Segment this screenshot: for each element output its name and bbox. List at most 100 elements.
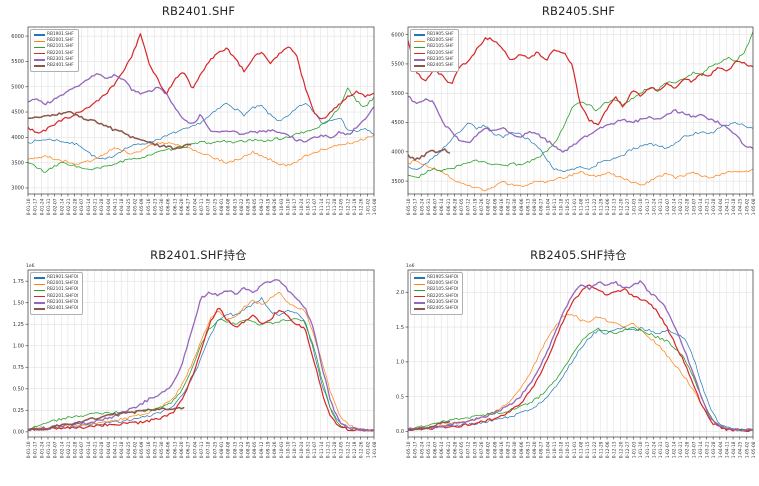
axis-multiplier-label: 1e6 [406, 263, 415, 269]
chart-title: RB2401.SHF [161, 4, 236, 18]
y-tick-label: 2.0 [396, 290, 404, 296]
x-tick-label: 0-08-09 [492, 198, 498, 215]
x-tick-label: 1-01-17 [645, 441, 651, 458]
chart-title: RB2405.SHF持仓 [530, 248, 627, 262]
x-tick-label: 0-07-05 [459, 198, 465, 215]
x-tick-label: 0-08-30 [512, 198, 518, 215]
x-tick-label: 0-06-21 [446, 441, 452, 458]
x-tick-label: 1-04-04 [718, 441, 724, 458]
chart-rb2405-price: RB2405.SHF 3500 4000 4500 5000 5500 6000 0-05-… [380, 0, 759, 243]
legend-label: RB2105.SHF [427, 44, 454, 50]
x-tick-label: 1-05-02 [744, 441, 750, 458]
x-tick-label: 0-09-27 [539, 198, 545, 215]
legend-item: RB2101.SHF [34, 44, 74, 50]
x-tick-label: 0-12-26 [359, 441, 365, 458]
series-line-rb2201-shf [28, 33, 374, 134]
legend-item: RB2301.SHFOI [34, 300, 78, 306]
series-line-rb2405-shfoi [408, 420, 451, 432]
legend-line-swatch [414, 308, 425, 310]
legend-item: RB2101.SHFOI [34, 287, 78, 293]
x-tick-label: 0-09-20 [532, 441, 538, 458]
x-tick-label: 0-03-14 [86, 198, 92, 215]
x-tick-label: 0-10-25 [565, 198, 571, 215]
x-tick-label: 0-05-02 [132, 198, 138, 215]
x-tick-label: 1-04-04 [718, 198, 724, 215]
y-tick-label: 1.00 [13, 343, 24, 349]
x-tick-label: 0-10-25 [565, 441, 571, 458]
x-tick-label: 0-01-10 [26, 198, 32, 215]
x-tick-label: 0-09-27 [539, 441, 545, 458]
legend-line-swatch [414, 302, 425, 304]
x-tick-label: 0-07-18 [206, 441, 212, 458]
x-tick-label: 0-12-20 [618, 198, 624, 215]
legend-item: RB1901.SHFOI [34, 275, 78, 281]
x-tick-label: 0-08-22 [239, 198, 245, 215]
x-tick-label: 0-04-25 [126, 198, 132, 215]
x-tick-label: 1-05-02 [744, 198, 750, 215]
axis-multiplier-label: 1e6 [26, 263, 35, 269]
x-tick-label: 0-06-20 [179, 198, 185, 215]
legend-item: RB2305.SHFOI [414, 300, 458, 306]
series-line-rb2305-shf [408, 95, 753, 153]
x-tick-label: 0-11-15 [585, 441, 591, 458]
x-tick-label: 0-10-03 [279, 441, 285, 458]
legend-line-swatch [414, 34, 425, 36]
legend-item: RB2201.SHF [34, 51, 74, 57]
x-tick-label: 0-02-07 [53, 441, 59, 458]
chart-title: RB2401.SHF持仓 [150, 248, 247, 262]
x-tick-label: 0-12-27 [625, 198, 631, 215]
x-tick-label: 0-01-24 [39, 198, 45, 215]
x-tick-label: 0-10-31 [305, 198, 311, 215]
x-tick-label: 1-01-17 [645, 198, 651, 215]
x-tick-label: 1-01-31 [658, 198, 664, 215]
legend-label: RB1901.SHFOI [47, 275, 79, 280]
y-tick-label: 6000 [11, 34, 24, 40]
x-tick-label: 0-12-06 [605, 441, 611, 458]
legend-line-swatch [34, 40, 45, 42]
legend-line-swatch [414, 59, 425, 61]
x-tick-label: 0-08-01 [219, 198, 225, 215]
legend-label: RB2301.SHF [47, 56, 74, 62]
x-tick-label: 0-07-19 [472, 198, 478, 215]
x-tick-label: 0-05-31 [426, 441, 432, 458]
legend-label: RB2205.SHFOI [427, 293, 459, 299]
x-tick-label: 0-10-17 [292, 198, 298, 215]
legend-item: RB2301.SHF [34, 57, 74, 63]
x-tick-label: 0-08-16 [499, 198, 505, 215]
legend-line-swatch [34, 289, 45, 292]
legend-line-swatch [414, 283, 425, 285]
x-tick-label: 0-04-11 [113, 198, 119, 215]
legend: RB1905.SHFOI RB2005.SHFOI RB2105.SHFOI RB22… [410, 272, 464, 316]
legend-line-swatch [34, 65, 45, 67]
series-line-rb2101-shf [28, 87, 374, 173]
x-tick-label: 0-10-11 [552, 198, 558, 215]
x-tick-label: 0-05-10 [406, 198, 412, 215]
x-tick-label: 0-08-15 [232, 198, 238, 215]
series-line-rb1905-shf [408, 122, 753, 172]
chart-rb2401-oi: RB2401.SHF持仓 0.00 0.25 0.50 0.75 1.00 1.25 1.5… [0, 243, 380, 486]
x-tick-label: 0-08-01 [219, 441, 225, 458]
x-tick-label: 0-03-07 [79, 441, 85, 458]
x-tick-label: 1-03-07 [691, 441, 697, 458]
x-tick-label: 0-05-24 [419, 198, 425, 215]
x-tick-label: 0-01-17 [33, 198, 39, 215]
x-tick-label: 1-01-10 [638, 198, 644, 215]
x-tick-label: 1-04-11 [724, 441, 730, 458]
x-tick-label: 0-03-07 [79, 198, 85, 215]
x-tick-label: 1-05-08 [751, 198, 757, 215]
legend: RB1901.SHF RB2001.SHF RB2101.SHF RB2201.SHF… [30, 29, 79, 73]
x-tick-label: 0-08-09 [492, 441, 498, 458]
y-tick-label: 5500 [391, 62, 404, 68]
x-tick-label: 0-05-17 [413, 441, 419, 458]
legend-item: RB2205.SHFOI [414, 294, 458, 300]
x-tick-label: 0-09-12 [259, 198, 265, 215]
x-tick-label: 0-03-28 [99, 441, 105, 458]
x-tick-label: 0-08-22 [239, 441, 245, 458]
legend-line-swatch [414, 65, 425, 67]
y-tick-label: 5000 [11, 84, 24, 90]
x-tick-label: 1-03-28 [711, 198, 717, 215]
x-tick-label: 0-11-28 [332, 441, 338, 458]
